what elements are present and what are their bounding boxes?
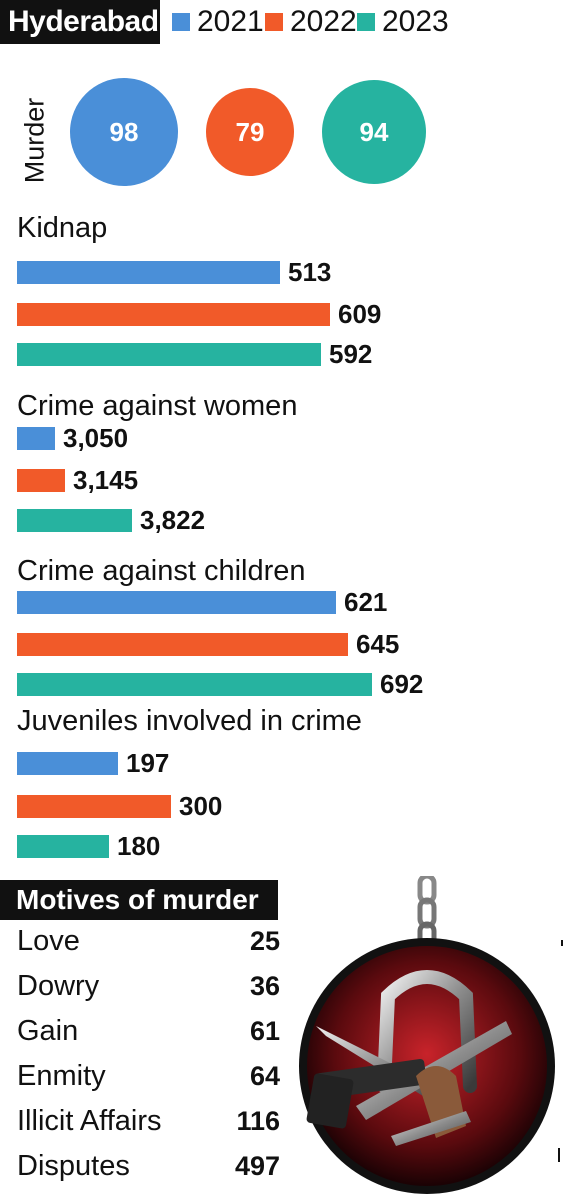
murder-section-title: Murder (20, 95, 50, 185)
bar-value-2023: 180 (117, 831, 161, 861)
bar-2021 (17, 591, 336, 614)
motive-label: Illicit Affairs (17, 1105, 162, 1137)
motive-label: Dowry (17, 970, 100, 1002)
bar-2023 (17, 835, 109, 858)
juveniles-title: Juveniles involved in crime (17, 705, 362, 737)
bar-value-2023: 692 (380, 669, 424, 699)
legend-swatch-2021 (172, 13, 190, 31)
bar-2023 (17, 509, 132, 532)
legend-label-2023: 2023 (382, 5, 449, 38)
bar-2022 (17, 303, 330, 326)
motive-value: 64 (249, 1061, 280, 1091)
bar-value-2021: 3,050 (63, 423, 129, 453)
axis-break-mark (355, 467, 363, 494)
legend-item-2022: 2022 (265, 4, 357, 40)
bar-value-2022: 3,145 (73, 465, 139, 495)
bar-2022 (17, 469, 65, 492)
murder-circle-2021: 98 (70, 78, 178, 186)
bar-2021 (17, 752, 118, 775)
bar-value-2022: 645 (356, 629, 400, 659)
murder-value-2022: 79 (235, 116, 265, 147)
legend-label-2022: 2022 (290, 5, 357, 38)
bar-2022 (17, 795, 171, 818)
bar-2021 (17, 261, 280, 284)
bar-value-2022: 300 (179, 791, 223, 821)
bar-value-2023: 3,822 (140, 505, 206, 535)
axis-break-mark (346, 425, 354, 452)
legend-swatch-2022 (265, 13, 283, 31)
legend-label-2021: 2021 (197, 5, 264, 38)
motive-value: 25 (249, 926, 280, 956)
motive-label: Gain (17, 1015, 79, 1047)
axis-break-mark (355, 507, 363, 534)
murder-label: Murder (19, 97, 50, 183)
bar-2021 (17, 427, 55, 450)
murder-weapons-icon (299, 876, 555, 1194)
motive-label: Enmity (17, 1060, 106, 1092)
kidnap-title: Kidnap (17, 212, 108, 244)
legend-item-2023: 2023 (357, 4, 449, 40)
bar-value-2021: 513 (288, 257, 332, 287)
motive-value: 36 (249, 971, 280, 1001)
murder-value-2021: 98 (109, 116, 139, 147)
edge-mark (561, 940, 563, 946)
bar-value-2021: 197 (126, 748, 170, 778)
legend-item-2021: 2021 (172, 4, 264, 40)
bar-value-2022: 609 (338, 299, 382, 329)
edge-mark (558, 1148, 560, 1162)
bar-2022 (17, 633, 348, 656)
crime-children-title: Crime against children (17, 555, 306, 587)
bar-value-2021: 621 (344, 587, 388, 617)
murder-circle-2023: 94 (322, 80, 426, 184)
murder-circle-2022: 79 (206, 88, 294, 176)
bar-2023 (17, 673, 372, 696)
page-title: Hyderabad (0, 0, 160, 44)
motive-label: Disputes (17, 1150, 130, 1182)
crime-women-title: Crime against women (17, 390, 298, 422)
motive-value: 497 (234, 1151, 280, 1181)
murder-value-2023: 94 (359, 116, 389, 147)
motives-title: Motives of murder (0, 880, 278, 920)
bar-value-2023: 592 (329, 339, 373, 369)
bar-2023 (17, 343, 321, 366)
motive-label: Love (17, 925, 80, 957)
motive-value: 116 (236, 1106, 280, 1136)
motive-value: 61 (249, 1016, 280, 1046)
legend-swatch-2023 (357, 13, 375, 31)
